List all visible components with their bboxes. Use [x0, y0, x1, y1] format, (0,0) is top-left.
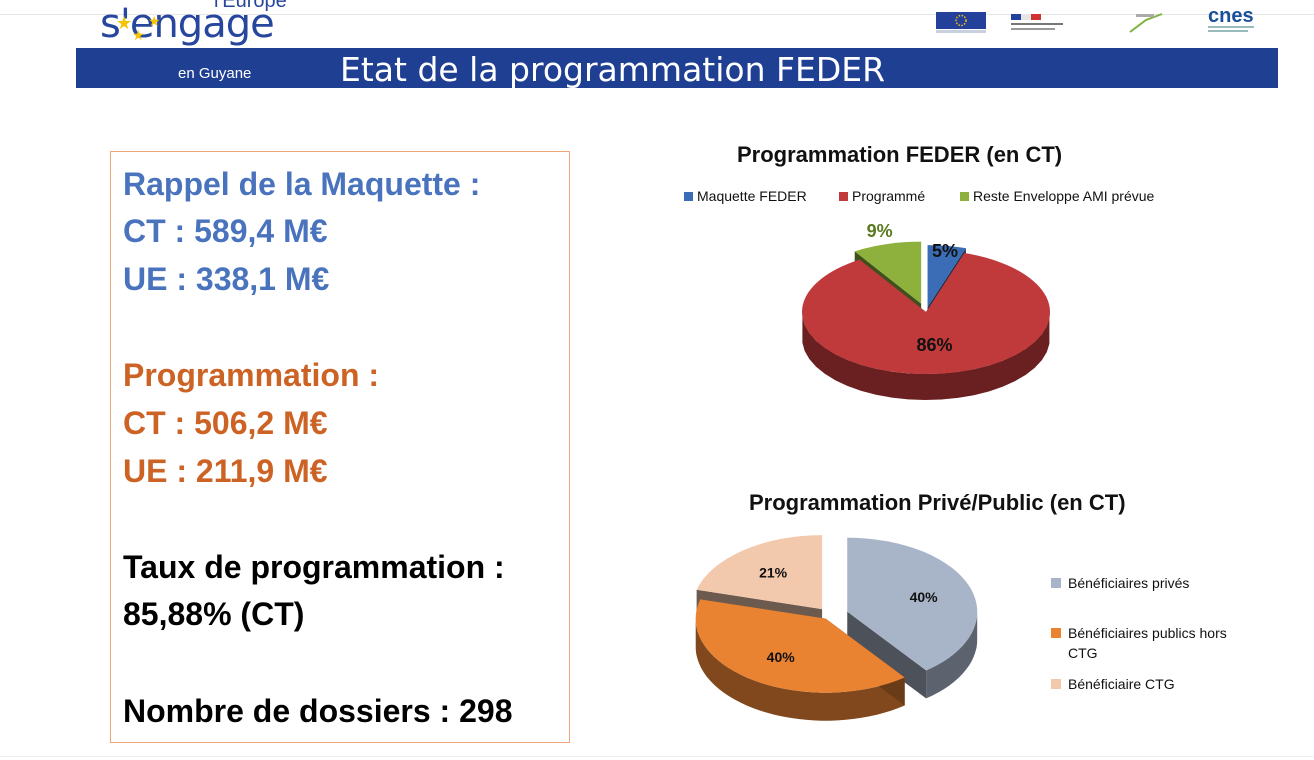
maquette-title: Rappel de la Maquette : [123, 166, 481, 202]
programmation-ct: CT : 506,2 M€ [123, 405, 328, 441]
legend-label: Maquette FEDER [697, 188, 807, 204]
pie-data-label: 40% [767, 649, 796, 665]
brand-sub-text: en Guyane [178, 65, 252, 82]
chart1-pie: 5% 86% 9% [802, 222, 1050, 400]
star-icon: ★ [132, 27, 145, 43]
legend-swatch [684, 192, 693, 201]
chart2-pie: 40% 40% 21% [695, 535, 978, 721]
pie-slice [927, 245, 966, 308]
pie-slice [696, 535, 823, 610]
taux-label: Taux de programmation : [123, 549, 505, 585]
bottom-divider [0, 756, 1314, 757]
pie-slice [695, 599, 905, 693]
french-republic-logo [1011, 14, 1063, 30]
header-band [76, 48, 1278, 88]
legend-label: Programmé [852, 188, 926, 204]
chart2-title: Programmation Privé/Public (en CT) [749, 490, 1126, 515]
programmation-title: Programmation : [123, 357, 380, 393]
pie-data-label: 5% [932, 241, 958, 261]
chart1-legend-item: Maquette FEDER [684, 188, 807, 204]
brand-top-text: l'Europe [214, 0, 287, 12]
legend-label: Bénéficiaires privés [1068, 575, 1190, 591]
cnes-logo-subtext [1208, 26, 1254, 32]
eu-flag-logo [936, 12, 986, 33]
legend-swatch [839, 192, 848, 201]
pie-slice [854, 241, 922, 304]
chart1-legend-item: Programmé [839, 188, 925, 204]
pie-slice-side [802, 316, 1050, 400]
brand-main-text: s'engage [100, 1, 275, 47]
pie-slice-wall [847, 611, 927, 699]
chart1-title: Programmation FEDER (en CT) [737, 142, 1063, 167]
legend-label: Reste Enveloppe AMI prévue [973, 188, 1155, 204]
guyane-logo [1129, 13, 1163, 33]
legend-label: Bénéficiaires publics hors CTG [1068, 625, 1227, 661]
pie-slice [847, 537, 978, 671]
nombre-dossiers: Nombre de dossiers : 298 [123, 693, 513, 729]
chart2-legend-item: Bénéficiaires publics hors CTG [1051, 623, 1258, 663]
pie-data-label: 86% [916, 335, 952, 355]
pie-data-label: 9% [867, 222, 893, 241]
pie-data-label: 40% [910, 589, 939, 605]
summary-box [110, 151, 570, 743]
legend-swatch [1051, 578, 1061, 588]
pie-slice-side [926, 610, 978, 699]
legend-swatch [1051, 628, 1061, 638]
chart2-legend-item: Bénéficiaires privés [1051, 573, 1190, 593]
maquette-ue: UE : 338,1 M€ [123, 261, 330, 297]
cnes-logo: cnes [1208, 5, 1254, 27]
pie-data-label: 21% [759, 565, 788, 581]
pie-slice-side [695, 617, 905, 721]
legend-label: Bénéficiaire CTG [1068, 676, 1175, 692]
legend-swatch [960, 192, 969, 201]
pie-slice [802, 253, 1050, 374]
top-divider [0, 14, 1314, 15]
chart2-legend-item: Bénéficiaire CTG [1051, 674, 1175, 694]
chart1-legend-item: Reste Enveloppe AMI prévue [960, 188, 1154, 204]
page-title: Etat de la programmation FEDER [340, 50, 886, 89]
star-icon: ★ [116, 13, 133, 33]
programmation-ue: UE : 211,9 M€ [123, 453, 328, 489]
legend-swatch [1051, 679, 1061, 689]
star-icon: ★ [148, 13, 161, 29]
brand-logo: l'Europe s'engage ★ ★ ★ en Guyane [96, 0, 296, 90]
taux-value: 85,88% (CT) [123, 596, 305, 632]
maquette-ct: CT : 589,4 M€ [123, 213, 328, 249]
